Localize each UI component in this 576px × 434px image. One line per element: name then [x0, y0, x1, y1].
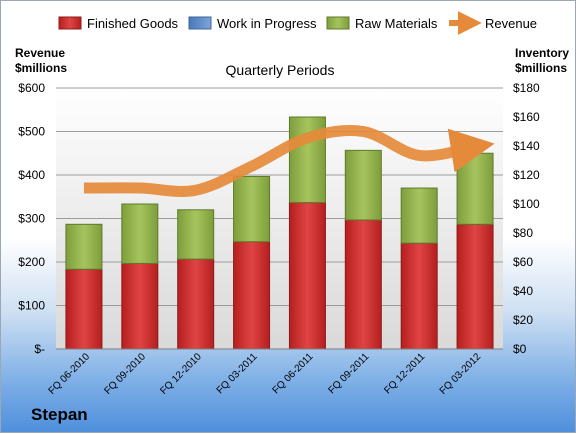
legend-swatch-finished-goods [59, 17, 81, 29]
right-tick-label: $120 [513, 168, 540, 182]
legend-label-work-in-progress: Work in Progress [217, 16, 317, 31]
bar-raw-materials [457, 153, 493, 224]
bar-finished-goods [122, 263, 158, 349]
legend-label-raw-materials: Raw Materials [355, 16, 438, 31]
legend: Finished Goods Work in Progress Raw Mate… [59, 16, 537, 31]
x-tick-label: FQ 12-2011 [382, 351, 427, 396]
right-axis-title-line1: Inventory [515, 46, 569, 60]
right-tick-label: $40 [513, 284, 533, 298]
company-name: Stepan [31, 405, 88, 424]
bar-raw-materials [234, 176, 270, 241]
right-tick-label: $20 [513, 313, 533, 327]
left-axis-title-line1: Revenue [15, 46, 65, 60]
bar-finished-goods [345, 220, 381, 349]
right-tick-label: $160 [513, 110, 540, 124]
legend-label-revenue: Revenue [485, 16, 537, 31]
right-tick-label: $180 [513, 81, 540, 95]
bar-raw-materials [401, 188, 437, 243]
right-tick-label: $100 [513, 197, 540, 211]
left-axis-ticks: $- $100 $200 $300 $400 $500 $600 [18, 81, 45, 356]
bar-finished-goods [234, 242, 270, 349]
left-tick-label: $500 [18, 125, 45, 139]
bar-finished-goods [457, 224, 493, 349]
bar-finished-goods [289, 203, 325, 349]
x-tick-label: FQ 09-2011 [326, 351, 371, 396]
chart-subtitle: Quarterly Periods [226, 62, 335, 78]
left-tick-label: $- [34, 342, 45, 356]
x-tick-label: FQ 03-2012 [438, 351, 484, 397]
bar-finished-goods [401, 243, 437, 349]
left-tick-label: $200 [18, 255, 45, 269]
bar-raw-materials [345, 150, 381, 220]
right-axis-title-line2: $millions [515, 61, 567, 75]
bar-finished-goods [66, 269, 102, 349]
legend-swatch-work-in-progress [189, 17, 211, 29]
legend-label-finished-goods: Finished Goods [87, 16, 179, 31]
right-tick-label: $0 [513, 342, 527, 356]
left-tick-label: $100 [18, 299, 45, 313]
bar-raw-materials [66, 224, 102, 269]
x-tick-label: FQ 06-2011 [271, 351, 316, 396]
left-tick-label: $400 [18, 168, 45, 182]
left-tick-label: $300 [18, 212, 45, 226]
x-tick-label: FQ 09-2010 [102, 351, 148, 397]
x-tick-label: FQ 03-2011 [215, 351, 260, 396]
right-tick-label: $80 [513, 226, 533, 240]
right-axis-ticks: $0 $20 $40 $60 $80 $100 $120 $140 $160 $180 [513, 81, 540, 356]
bar-finished-goods [178, 259, 214, 349]
left-tick-label: $600 [18, 81, 45, 95]
x-tick-label: FQ 06-2010 [47, 351, 93, 397]
bar-raw-materials [122, 204, 158, 263]
x-tick-label: FQ 12-2010 [158, 351, 204, 397]
left-axis-title-line2: $millions [15, 61, 67, 75]
legend-swatch-raw-materials [327, 17, 349, 29]
bar-raw-materials [178, 210, 214, 259]
right-tick-label: $60 [513, 255, 533, 269]
right-tick-label: $140 [513, 139, 540, 153]
